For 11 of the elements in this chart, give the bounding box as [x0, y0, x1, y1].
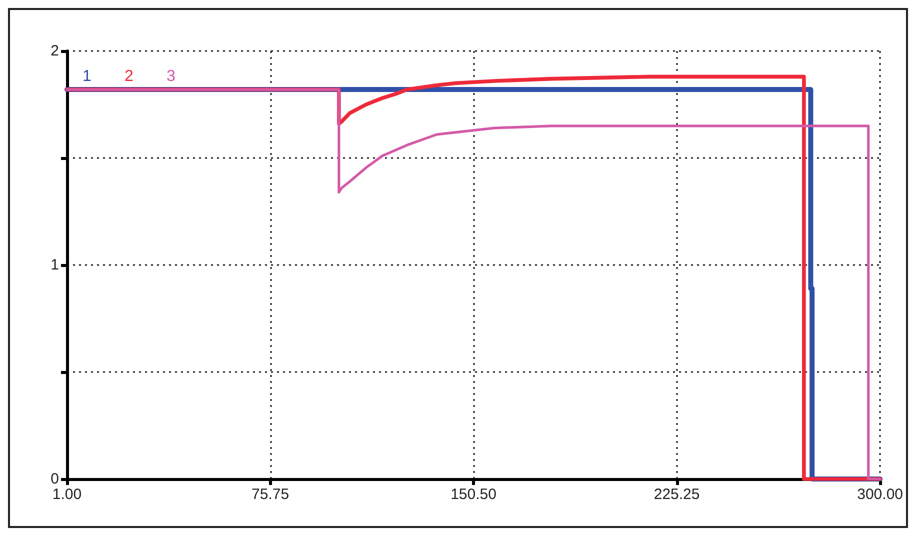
- x-tick-label: 1.00: [52, 486, 82, 503]
- x-tick-label: 75.75: [251, 486, 290, 503]
- x-tick-label: 300.00: [857, 486, 904, 503]
- y-tick-label: 2: [50, 42, 59, 60]
- series-label: 1: [82, 68, 92, 86]
- x-tick-label: 225.25: [654, 486, 700, 503]
- x-tick-label: 150.50: [450, 486, 496, 503]
- y-tick-label: 0: [50, 470, 59, 488]
- series-label: 3: [166, 68, 176, 86]
- series-label: 2: [124, 68, 134, 86]
- y-tick-label: 1: [50, 256, 59, 274]
